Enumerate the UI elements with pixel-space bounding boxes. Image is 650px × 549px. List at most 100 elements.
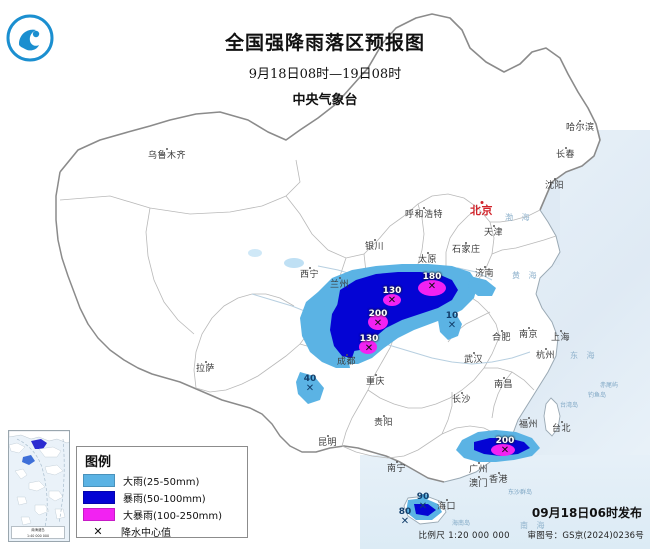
city-label-9: 天津	[484, 225, 504, 238]
city-marker-dot	[564, 147, 567, 149]
city-name-text: 南宁	[387, 464, 407, 474]
city-marker-dot	[338, 277, 341, 279]
city-name-text: 西宁	[300, 270, 320, 280]
precip-center-value: 180	[422, 272, 442, 282]
cross-icon: ✕	[364, 343, 374, 354]
inset-scale-label: 南海诸岛 1:40 000 000	[11, 526, 65, 539]
map-title: 全国强降雨落区预报图	[224, 32, 425, 54]
city-marker-dot	[500, 330, 503, 332]
city-name-text: 银川	[365, 242, 385, 252]
precip-center-marker-5: 40 ✕	[299, 375, 321, 394]
city-name-text: 呼和浩特	[405, 210, 444, 220]
city-label-24: 昆明	[318, 435, 338, 448]
city-label-18: 武汉	[464, 352, 484, 365]
city-label-3: 兰州	[330, 277, 350, 290]
precip-center-value: 200	[368, 309, 388, 319]
city-marker-dot	[497, 472, 500, 474]
city-marker-dot	[544, 348, 547, 350]
city-label-0: 乌鲁木齐	[148, 148, 187, 161]
extreme-rain-patch-4	[359, 340, 377, 354]
island-label-2: 赤尾屿	[600, 382, 619, 389]
city-name-text: 香港	[489, 475, 509, 485]
precip-center-marker-1: 130 ✕	[381, 286, 403, 306]
city-name-text: 济南	[475, 269, 495, 279]
city-label-10: 济南	[475, 266, 495, 279]
legend-heading: 图例	[85, 455, 112, 470]
heavy-rain-area-guizhou	[296, 372, 324, 404]
precip-center-value: 80	[398, 507, 412, 517]
precip-center-marker-2: 200 ✕	[367, 309, 389, 329]
light-rain-patch-xinjiang	[248, 249, 262, 257]
precip-center-marker-6: 200 ✕	[494, 436, 516, 456]
city-name-text: 天津	[484, 228, 504, 238]
city-label-4: 银川	[365, 239, 385, 252]
city-name-text: 太原	[418, 255, 438, 265]
legend-item-torrential-rain: 暴雨(50-100mm)	[83, 489, 241, 506]
city-marker-dot	[445, 499, 448, 501]
city-marker-dot	[308, 267, 311, 269]
legend-swatch-heavy-rain	[83, 474, 115, 487]
city-name-text: 重庆	[366, 377, 386, 387]
city-name-text: 海口	[437, 502, 457, 512]
legend-swatch-torrential-rain	[83, 491, 115, 504]
city-name-text: 兰州	[330, 280, 350, 290]
city-marker-dot	[527, 327, 530, 329]
city-label-30: 澳门	[469, 476, 488, 489]
city-marker-dot	[382, 415, 385, 417]
city-marker-dot	[559, 330, 562, 332]
sea-label-1: 东 海	[570, 351, 598, 360]
cross-icon: ✕	[305, 383, 315, 394]
cma-logo-icon	[6, 14, 54, 62]
city-name-text: 长沙	[452, 395, 472, 405]
city-name-text: 哈尔滨	[566, 123, 595, 133]
extreme-rain-patch-guangdong	[491, 444, 515, 456]
city-label-14: 合肥	[492, 330, 512, 343]
legend-swatch-extreme-rain	[83, 508, 115, 521]
precip-center-marker-4: 10 ✕	[441, 312, 463, 331]
city-name-text: 台北	[552, 424, 572, 434]
precip-center-value: 130	[382, 286, 402, 296]
city-marker-dot	[480, 201, 483, 204]
cross-icon: ✕	[387, 295, 397, 306]
city-name-text: 昆明	[318, 438, 338, 448]
city-name-text: 南昌	[494, 380, 514, 390]
precip-center-value: 200	[495, 436, 515, 446]
city-label-25: 福州	[519, 417, 539, 430]
city-name-text: 沈阳	[545, 181, 565, 191]
city-label-20: 长沙	[452, 392, 472, 405]
heavy-rain-patch-haikou	[419, 494, 429, 500]
cross-icon: ✕	[93, 525, 103, 538]
city-name-text: 贵阳	[374, 418, 394, 428]
city-name-text: 乌鲁木齐	[148, 151, 187, 161]
torrential-rain-area-hainan	[414, 504, 436, 516]
city-label-13: 哈尔滨	[566, 120, 595, 133]
island-label-4: 东沙群岛	[508, 489, 533, 496]
city-name-text: 福州	[519, 420, 539, 430]
legend-label-heavy-rain: 大雨(25-50mm)	[123, 477, 200, 488]
city-marker-dot	[423, 207, 425, 209]
legend-item-precip-center: ✕ 降水中心值	[83, 523, 241, 540]
city-label-12: 长春	[556, 147, 575, 160]
coastline-east-south	[443, 293, 559, 483]
national-border-north	[59, 13, 601, 211]
city-name-text: 武汉	[464, 355, 484, 365]
city-name-text: 合肥	[492, 333, 512, 343]
map-title-block: 全国强降雨落区预报图 9月18日08时—19日08时 中央气象台	[150, 28, 500, 108]
cross-icon: ✕	[427, 281, 437, 292]
city-label-11: 沈阳	[545, 178, 565, 191]
cross-icon: ✕	[400, 516, 410, 527]
coastline-bohai-shandong	[535, 209, 561, 295]
cross-icon: ✕	[447, 320, 457, 331]
city-marker-dot	[502, 377, 505, 379]
sea-label-3: 南 海	[520, 521, 548, 530]
city-label-2: 西宁	[300, 267, 320, 280]
city-label-26: 台北	[552, 421, 572, 434]
city-label-7: 石家庄	[452, 242, 481, 255]
city-label-28: 广州	[469, 462, 488, 475]
city-marker-dot	[560, 421, 563, 423]
map-issuing-organization: 中央气象台	[292, 93, 358, 108]
map-review-number: 审图号：GS京(2024)0236号	[527, 531, 644, 541]
south-china-sea-inset[interactable]: 南海诸岛 1:40 000 000	[8, 430, 70, 542]
